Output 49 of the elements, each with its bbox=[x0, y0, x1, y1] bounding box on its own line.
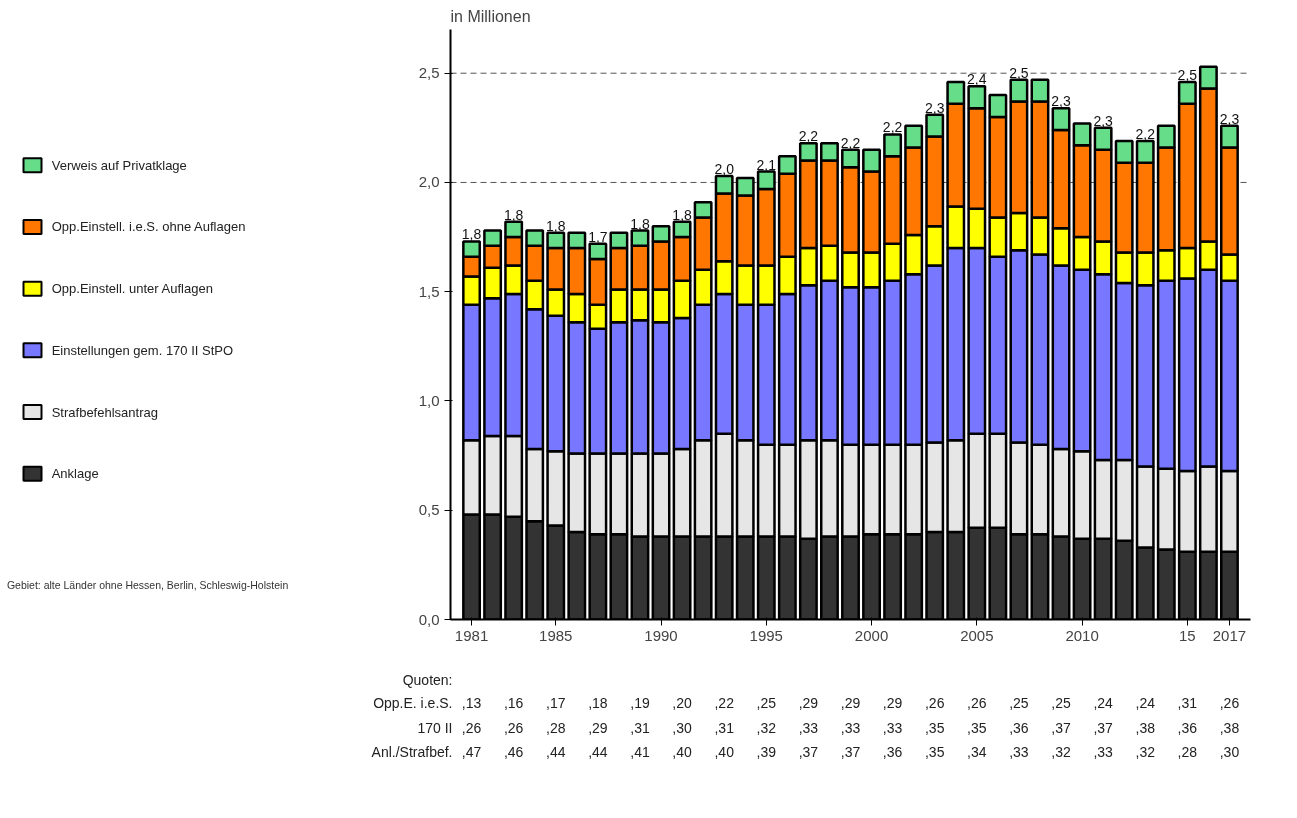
x-tick-label: 2000 bbox=[854, 626, 889, 644]
total-label: 2,5 bbox=[1177, 66, 1198, 83]
text: Quoten: bbox=[402, 672, 453, 689]
total-label: 2,0 bbox=[714, 160, 735, 177]
total-label: 2,5 bbox=[1009, 64, 1029, 81]
legend-label: Einstellungen gem. 170 II StPO bbox=[51, 342, 234, 358]
x-tick-label: 1985 bbox=[539, 626, 573, 644]
y-tick-label: 2,0 bbox=[418, 173, 440, 191]
total-label: 1,8 bbox=[503, 206, 524, 223]
total-label: 2,3 bbox=[924, 99, 945, 116]
x-tick-label: 15 bbox=[1179, 626, 1196, 644]
y-tick-label: 2,5 bbox=[418, 64, 440, 82]
y-axis-title: in Millionen bbox=[450, 7, 531, 25]
legend-label: Opp.Einstell. i.e.S. ohne Auflagen bbox=[51, 219, 246, 235]
legend-label: Verweis auf Privatklage bbox=[51, 157, 187, 173]
total-label: 1,8 bbox=[630, 215, 650, 232]
total-label: 2,2 bbox=[1135, 125, 1156, 142]
y-tick-label: 1,5 bbox=[418, 282, 440, 300]
total-label: 1,7 bbox=[588, 228, 608, 245]
text: Gebiet: alte Länder ohne Hessen, Berlin, Schleswig-Holstein bbox=[6, 578, 289, 591]
x-tick-label: 2005 bbox=[960, 626, 994, 644]
total-label: 1,8 bbox=[546, 217, 566, 234]
total-label: 2,2 bbox=[882, 119, 903, 136]
text: Opp.E. i.e.S. bbox=[373, 694, 453, 711]
x-tick-label: 2017 bbox=[1212, 626, 1247, 644]
legend-label: Strafbefehlsantrag bbox=[51, 404, 158, 420]
x-tick-label: 1995 bbox=[749, 626, 783, 644]
total-label: 2,3 bbox=[1051, 93, 1071, 110]
y-tick-label: 0,5 bbox=[418, 501, 440, 519]
total-label: 2,2 bbox=[840, 134, 861, 151]
total-label: 2,2 bbox=[798, 128, 819, 145]
y-tick-label: 1,0 bbox=[418, 391, 440, 409]
text: Anl./Strafbef. bbox=[371, 744, 453, 761]
text: ,47 ,46 ,44 ,44 ,41 ,40 ,40 ,39 ,37 ,37 ,36 ,35 ,34 ,33 ,32 ,33 ,32 ,28 ,30 bbox=[461, 744, 1240, 761]
x-tick-label: 1981 bbox=[454, 626, 489, 644]
total-label: 1,8 bbox=[461, 226, 482, 243]
total-label: 2,4 bbox=[967, 71, 987, 88]
total-label: 1,8 bbox=[672, 206, 693, 223]
text: ,26 ,26 ,28 ,29 ,31 ,30 ,31 ,32 ,33 ,33 ,33 ,35 ,35 ,36 ,37 ,37 ,38 ,36 ,38 bbox=[461, 719, 1240, 736]
x-tick-label: 1990 bbox=[644, 626, 678, 644]
total-label: 2,1 bbox=[756, 156, 777, 173]
x-tick-label: 2010 bbox=[1065, 626, 1099, 644]
legend-label: Anklage bbox=[51, 466, 99, 482]
legend-label: Opp.Einstell. unter Auflagen bbox=[51, 281, 213, 297]
text: ,13 ,16 ,17 ,18 ,19 ,20 ,22 ,25 ,29 ,29 ,29 ,26 ,26 ,25 ,25 ,24 ,24 ,31 ,26 bbox=[461, 694, 1240, 711]
y-tick-label: 0,0 bbox=[418, 610, 440, 628]
total-label: 2,3 bbox=[1219, 110, 1240, 127]
text: 170 II bbox=[417, 719, 453, 736]
total-label: 2,3 bbox=[1093, 112, 1114, 129]
